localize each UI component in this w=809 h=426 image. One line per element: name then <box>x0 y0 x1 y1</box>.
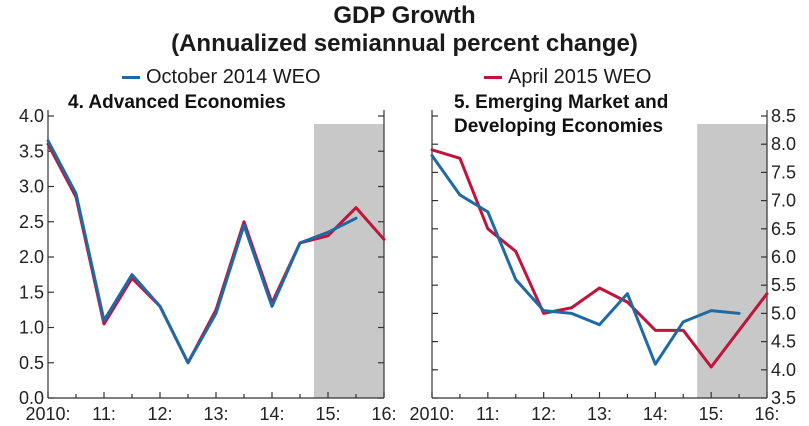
y-tick-label: 3.0 <box>19 177 44 197</box>
y-tick-label: 8.0 <box>771 134 796 154</box>
x-tick-label: 13: <box>203 404 228 424</box>
legend-label-october: October 2014 WEO <box>146 66 321 88</box>
x-tick-label: 15: <box>315 404 340 424</box>
x-tick-label: 16: <box>754 404 779 424</box>
x-tick-label: 2010: <box>25 404 70 424</box>
y-tick-label: 3.5 <box>771 388 796 408</box>
y-tick-label: 0.5 <box>19 353 44 373</box>
legend-swatch-april <box>484 76 502 79</box>
y-tick-label: 7.5 <box>771 162 796 182</box>
forecast-shade <box>314 124 384 398</box>
y-tick-label: 4.0 <box>19 106 44 126</box>
chart-subtitle: (Annualized semiannual percent change) <box>171 30 638 57</box>
legend-item-october: October 2014 WEO <box>122 66 321 89</box>
x-tick-label: 15: <box>699 404 724 424</box>
chart-title: GDP Growth <box>333 2 476 29</box>
x-tick-label: 13: <box>587 404 612 424</box>
y-tick-label: 4.0 <box>771 360 796 380</box>
y-tick-label: 1.5 <box>19 282 44 302</box>
legend-swatch-october <box>122 76 140 79</box>
x-tick-label: 14: <box>259 404 284 424</box>
y-tick-label: 0.0 <box>19 388 44 408</box>
panel-2: 3.5 4.0 4.5 5.0 5.5 6.0 6.5 7.0 7.5 8.0 8.5 2010: 11… <box>409 92 796 424</box>
y-tick-label: 4.5 <box>771 332 796 352</box>
y-tick-label: 3.5 <box>19 141 44 161</box>
x-tick-label: 12: <box>147 404 172 424</box>
series-line-october <box>46 139 358 365</box>
panel-title: 4. Advanced Economies <box>68 92 286 113</box>
y-tick-label: 5.0 <box>771 303 796 323</box>
series-line-april <box>430 148 769 369</box>
x-tick-label: 16: <box>371 404 396 424</box>
y-tick-label: 6.5 <box>771 219 796 239</box>
y-tick-label: 8.5 <box>771 106 796 126</box>
panel-title: 5. Emerging Market and <box>454 92 668 113</box>
forecast-shade <box>697 124 767 398</box>
y-tick-label: 7.0 <box>771 191 796 211</box>
x-tick-label: 14: <box>643 404 668 424</box>
x-tick-label: 11: <box>476 404 500 424</box>
y-tick-label: 5.5 <box>771 275 796 295</box>
panel-title: Developing Economies <box>454 116 663 137</box>
y-tick-label: 6.0 <box>771 247 796 267</box>
x-tick-label: 12: <box>531 404 556 424</box>
y-tick-label: 2.5 <box>19 212 44 232</box>
series-line-october <box>430 153 741 366</box>
panel-1: 0.0 0.5 1.0 1.5 2.0 2.5 3.0 3.5 4.0 2010: 11: 12: 13… <box>19 92 397 424</box>
legend-label-april: April 2015 WEO <box>508 66 652 88</box>
y-tick-label: 2.0 <box>19 247 44 267</box>
legend-item-april: April 2015 WEO <box>484 66 651 89</box>
x-tick-label: 2010: <box>409 404 454 424</box>
x-tick-label: 11: <box>92 404 116 424</box>
y-tick-label: 1.0 <box>19 318 44 338</box>
